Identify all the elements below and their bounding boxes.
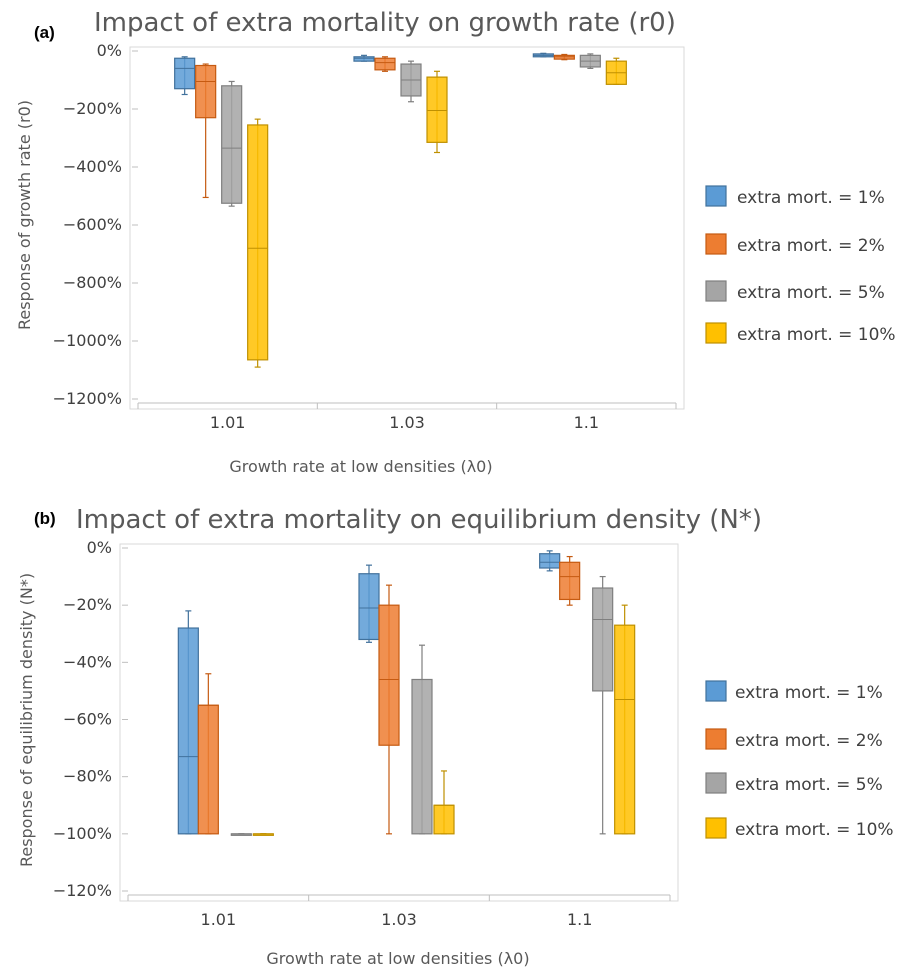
box-body (559, 561, 581, 601)
box-body (411, 678, 433, 835)
box-plot (353, 54, 375, 62)
plot-frame (119, 543, 679, 902)
box-body (358, 573, 380, 641)
legend-swatch (705, 680, 727, 702)
legend-label: extra mort. = 1% (737, 188, 885, 208)
box-body (353, 56, 375, 62)
plot-area-a: 0% −200% −400% −600% −800% −1000% −1200% 1.01 1.… (53, 41, 896, 432)
legend-swatch (705, 728, 727, 750)
legend-swatch (705, 817, 727, 839)
box-plot (579, 53, 601, 70)
y-tick-label: −200% (63, 99, 122, 118)
box-body (221, 85, 243, 204)
legend-label: extra mort. = 10% (735, 820, 894, 840)
x-tick-label: 1.01 (201, 910, 237, 929)
box-body (197, 704, 219, 835)
y-tick-label: −100% (53, 824, 112, 843)
legend-swatch (705, 322, 727, 344)
box-body (378, 604, 400, 746)
y-tick-label: −120% (53, 881, 112, 900)
box-plot (195, 63, 217, 199)
x-axis-label-b: Growth rate at low densities (λ0) (266, 949, 529, 968)
box-plot (411, 644, 433, 835)
box-plot (230, 833, 252, 836)
plot-area-b: 0% −20% −40% −60% −80% −100% −120% 1.01 1.03 1.1 e… (53, 538, 894, 929)
legend-label: extra mort. = 10% (737, 325, 896, 345)
box-plot (553, 53, 575, 61)
legend-label: extra mort. = 2% (735, 731, 883, 751)
y-axis-label-a: Response of growth rate (r0) (15, 100, 34, 330)
y-tick-label: −800% (63, 273, 122, 292)
legend-label: extra mort. = 5% (737, 283, 885, 303)
box-plot (400, 60, 422, 103)
box-plot (174, 56, 196, 96)
box-plot (177, 610, 199, 835)
box-plot (197, 673, 219, 835)
legend-label: extra mort. = 5% (735, 775, 883, 795)
legend-label: extra mort. = 2% (737, 236, 885, 256)
x-tick-label: 1.1 (574, 413, 599, 432)
box-plot (252, 833, 274, 836)
y-tick-label: 0% (87, 538, 112, 557)
box-plot (358, 564, 380, 643)
box-plot (221, 80, 243, 207)
box-plot (426, 70, 448, 154)
box-body (177, 627, 199, 835)
box-body (426, 76, 448, 143)
y-tick-label: −1000% (53, 331, 122, 350)
legend-swatch (705, 280, 727, 302)
y-tick-label: −80% (63, 767, 112, 786)
box-plot (605, 57, 627, 85)
y-axis-label-b: Response of equilibrium density (N*) (17, 573, 36, 867)
box-plot (539, 550, 561, 572)
legend-swatch (705, 185, 727, 207)
x-tick-label: 1.01 (210, 413, 246, 432)
x-tick-label: 1.03 (381, 910, 417, 929)
box-plot (378, 584, 400, 835)
legend-swatch (705, 772, 727, 794)
box-plot (559, 555, 581, 606)
y-tick-label: 0% (97, 41, 122, 60)
y-tick-label: −400% (63, 157, 122, 176)
panel-label-a: (a) (34, 23, 55, 42)
chart-title-b: Impact of extra mortality on equilibrium… (76, 505, 762, 535)
y-tick-label: −60% (63, 710, 112, 729)
box-body (539, 553, 561, 569)
box-body (247, 124, 269, 361)
legend-label: extra mort. = 1% (735, 683, 883, 703)
chart-title-a: Impact of extra mortality on growth rate… (94, 8, 676, 38)
box-plot (614, 604, 636, 835)
y-tick-label: −600% (63, 215, 122, 234)
y-tick-label: −40% (63, 652, 112, 671)
legend-swatch (705, 233, 727, 255)
y-tick-label: −1200% (53, 389, 122, 408)
x-axis-label-a: Growth rate at low densities (λ0) (229, 457, 492, 476)
box-body (433, 804, 455, 835)
box-plot (433, 770, 455, 835)
y-tick-label: −20% (63, 595, 112, 614)
box-body (174, 57, 196, 90)
box-body (592, 587, 614, 692)
panel-label-b: (b) (34, 509, 56, 528)
box-plot (592, 575, 614, 835)
box-plot (247, 118, 269, 368)
plot-frame (129, 46, 685, 410)
box-plot (532, 52, 554, 58)
x-tick-label: 1.1 (567, 910, 592, 929)
box-body (614, 624, 636, 835)
box-body (195, 64, 217, 119)
box-body (374, 57, 396, 71)
box-plot (374, 56, 396, 72)
x-tick-label: 1.03 (389, 413, 425, 432)
